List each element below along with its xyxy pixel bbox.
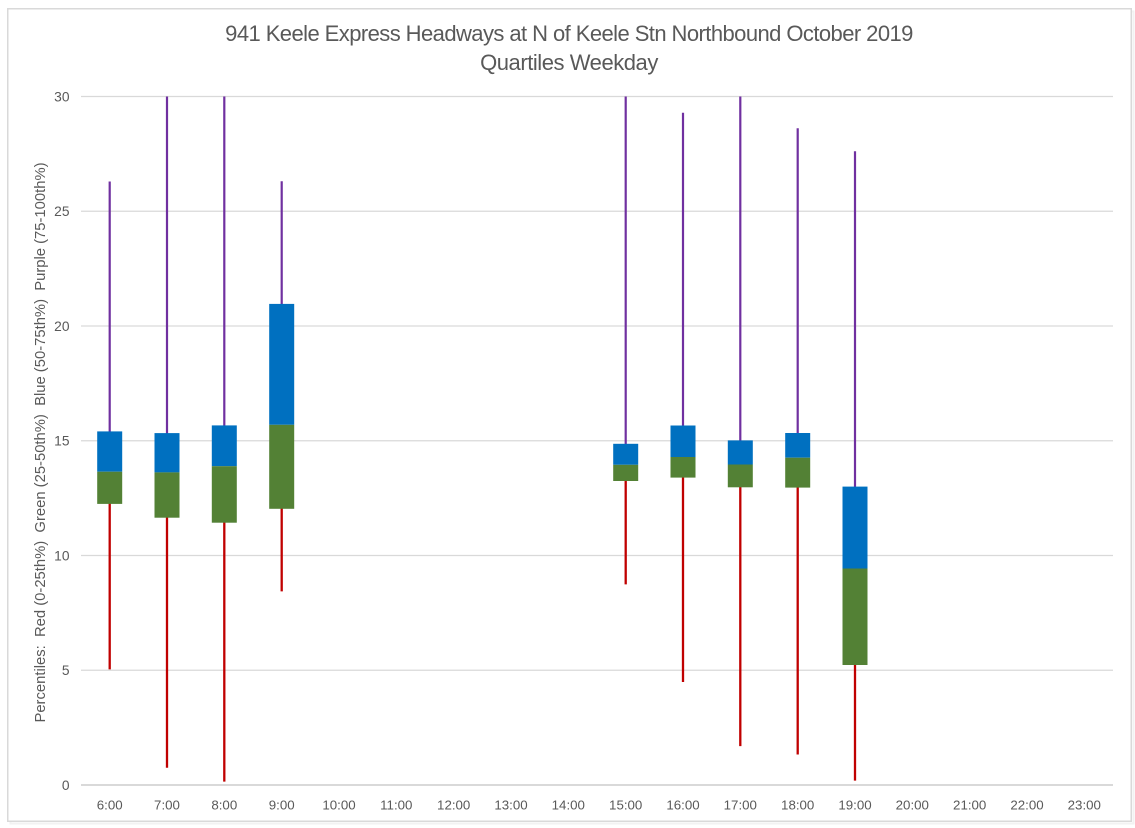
svg-text:8:00: 8:00 bbox=[211, 797, 237, 812]
svg-text:15: 15 bbox=[54, 434, 70, 449]
svg-text:25: 25 bbox=[54, 204, 70, 219]
svg-text:20: 20 bbox=[54, 319, 70, 334]
svg-text:16:00: 16:00 bbox=[666, 797, 699, 812]
svg-text:5: 5 bbox=[62, 663, 70, 678]
svg-text:12:00: 12:00 bbox=[437, 797, 470, 812]
svg-text:0: 0 bbox=[62, 778, 70, 793]
svg-text:941 Keele Express Headways at: 941 Keele Express Headways at N of Keele… bbox=[225, 21, 913, 46]
svg-text:21:00: 21:00 bbox=[953, 797, 986, 812]
svg-text:20:00: 20:00 bbox=[896, 797, 929, 812]
svg-text:19:00: 19:00 bbox=[838, 797, 871, 812]
svg-text:10:00: 10:00 bbox=[322, 797, 355, 812]
svg-text:Percentiles: Red (0-25th%) G: Percentiles: Red (0-25th%) Green (25-50t… bbox=[33, 162, 49, 722]
svg-text:15:00: 15:00 bbox=[609, 797, 642, 812]
svg-text:13:00: 13:00 bbox=[494, 797, 527, 812]
svg-text:7:00: 7:00 bbox=[154, 797, 180, 812]
svg-text:17:00: 17:00 bbox=[724, 797, 757, 812]
svg-text:14:00: 14:00 bbox=[552, 797, 585, 812]
svg-text:18:00: 18:00 bbox=[781, 797, 814, 812]
svg-text:22:00: 22:00 bbox=[1010, 797, 1043, 812]
svg-text:Quartiles Weekday: Quartiles Weekday bbox=[480, 50, 658, 75]
svg-text:30: 30 bbox=[54, 89, 70, 104]
svg-text:9:00: 9:00 bbox=[269, 797, 295, 812]
svg-text:11:00: 11:00 bbox=[380, 797, 412, 812]
svg-text:23:00: 23:00 bbox=[1068, 797, 1101, 812]
svg-text:6:00: 6:00 bbox=[97, 797, 123, 812]
svg-text:10: 10 bbox=[54, 548, 70, 563]
